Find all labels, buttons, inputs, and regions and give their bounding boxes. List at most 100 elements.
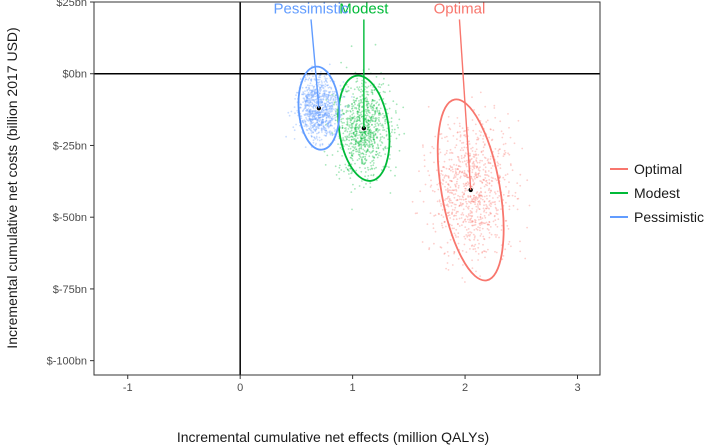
data-point <box>372 174 375 177</box>
data-point <box>478 208 481 211</box>
data-point <box>473 219 476 221</box>
data-point <box>304 90 306 92</box>
data-point <box>472 196 475 199</box>
data-point <box>317 124 320 126</box>
data-point <box>484 166 487 169</box>
data-point <box>448 127 451 130</box>
data-point <box>324 89 327 92</box>
data-point <box>493 214 496 217</box>
data-point <box>490 171 493 174</box>
data-point <box>476 166 479 169</box>
data-point <box>372 136 374 139</box>
data-point <box>365 118 367 121</box>
data-point <box>488 221 491 223</box>
data-point <box>354 128 356 130</box>
data-point <box>462 220 465 223</box>
data-point <box>468 235 471 237</box>
data-point <box>329 130 331 133</box>
data-point <box>446 251 449 253</box>
data-point <box>339 103 342 106</box>
data-point <box>467 183 469 186</box>
data-point <box>308 88 310 91</box>
data-point <box>479 194 482 197</box>
data-point <box>310 98 313 101</box>
data-point <box>455 199 458 202</box>
data-point <box>314 88 317 91</box>
data-point <box>361 134 364 137</box>
data-point <box>296 109 299 112</box>
data-point <box>321 84 324 87</box>
data-point <box>488 200 491 202</box>
data-point <box>507 228 510 230</box>
data-point <box>456 223 459 226</box>
data-point <box>453 232 456 235</box>
data-point <box>355 120 358 123</box>
data-point <box>368 103 370 105</box>
data-point <box>469 165 472 168</box>
data-point <box>316 139 319 141</box>
data-point <box>371 89 374 92</box>
data-point <box>473 183 475 186</box>
data-point <box>350 152 353 155</box>
data-point <box>305 104 307 107</box>
data-point <box>314 117 317 120</box>
data-point <box>390 131 393 134</box>
data-point <box>449 128 452 131</box>
annotation-label-optimal: Optimal <box>434 0 486 17</box>
data-point <box>376 179 378 182</box>
data-point <box>375 127 378 130</box>
data-point <box>451 202 454 204</box>
data-point <box>358 147 361 150</box>
data-point <box>350 117 352 119</box>
data-point <box>330 86 333 89</box>
data-point <box>313 125 316 128</box>
data-point <box>358 123 361 126</box>
data-point <box>370 139 373 142</box>
data-point <box>360 159 363 161</box>
data-point <box>471 198 474 201</box>
data-point <box>447 184 450 187</box>
data-point <box>311 95 313 98</box>
data-point <box>361 159 364 162</box>
data-point <box>514 191 517 194</box>
data-point <box>352 99 355 101</box>
data-point <box>304 100 307 103</box>
data-point <box>459 139 462 142</box>
data-point <box>333 127 335 129</box>
data-point <box>312 98 315 101</box>
data-point <box>475 209 478 211</box>
data-point <box>494 148 497 150</box>
data-point <box>335 174 338 176</box>
data-point <box>367 111 370 114</box>
data-point <box>424 183 427 186</box>
data-point <box>365 153 367 156</box>
data-point <box>304 76 307 79</box>
data-point <box>447 183 449 186</box>
data-point <box>487 161 490 164</box>
data-point <box>464 155 466 158</box>
data-point <box>374 141 376 144</box>
data-point <box>308 113 311 116</box>
data-point <box>364 114 367 117</box>
data-point <box>326 114 329 117</box>
data-point <box>353 120 356 123</box>
data-point <box>304 107 307 109</box>
data-point <box>366 91 369 93</box>
data-point <box>472 166 475 169</box>
data-point <box>305 124 308 126</box>
data-point <box>467 182 470 185</box>
data-point <box>329 124 332 126</box>
data-point <box>383 129 386 131</box>
data-point <box>367 119 369 122</box>
data-point <box>382 82 385 85</box>
data-point <box>385 133 388 136</box>
data-point <box>480 194 483 197</box>
data-point <box>484 250 486 253</box>
data-point <box>357 111 360 113</box>
data-point <box>441 170 443 173</box>
data-point <box>324 104 327 106</box>
data-point <box>310 120 313 123</box>
data-point <box>516 208 519 211</box>
data-point <box>343 170 345 173</box>
data-point <box>318 117 320 119</box>
